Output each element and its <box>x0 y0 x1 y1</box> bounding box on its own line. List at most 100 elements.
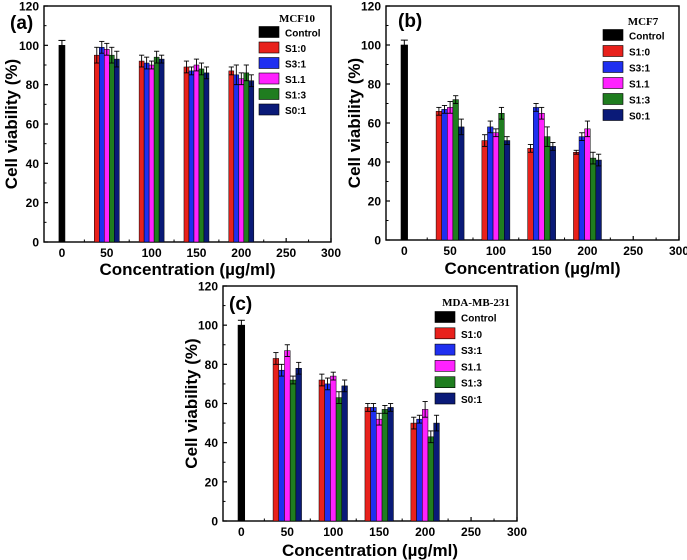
y-axis-label: Cell viability (%) <box>2 59 21 189</box>
bar-S1-3-200 <box>243 72 250 243</box>
x-tick-label: 200 <box>231 246 251 260</box>
chart-title: MDA-MB-231 <box>442 297 510 309</box>
bar-S1-0-50 <box>435 111 442 241</box>
legend-label: S3:1 <box>629 64 651 75</box>
panel-c: 0 20 40 60 80 100 120 0 50 100 150 200 250 300 Cell vi… <box>182 280 527 560</box>
x-tick-label: 50 <box>281 525 295 539</box>
bar-S1-1-50 <box>104 49 110 243</box>
legend-label: Control <box>629 32 665 43</box>
y-tick-label: 60 <box>368 117 382 131</box>
chart-title: MCF10 <box>279 13 316 25</box>
bar-control <box>237 324 246 522</box>
legend-swatch <box>602 29 624 41</box>
x-tick-label: 100 <box>486 244 506 258</box>
bar-S3-1-50 <box>441 109 448 241</box>
legend-swatch <box>258 41 280 54</box>
bar-S1-1-150 <box>193 64 200 243</box>
legend-label: S0:1 <box>285 106 307 117</box>
x-tick-label: 150 <box>186 246 206 260</box>
bar-S1-3-150 <box>544 136 551 241</box>
legend-swatch <box>602 93 624 105</box>
x-tick-label: 150 <box>532 244 552 258</box>
legend-label: S0:1 <box>629 112 651 123</box>
bar-S1-1-200 <box>584 128 591 241</box>
bar-S0-1-50 <box>458 126 465 241</box>
legend-label: Control <box>461 314 497 325</box>
y-tick-label: 100 <box>361 39 381 53</box>
bar-S3-1-200 <box>578 136 585 241</box>
x-axis-label: Concentration (µg/ml) <box>282 541 458 560</box>
legend-label: Control <box>285 29 321 40</box>
legend-label: S1:0 <box>629 48 651 59</box>
bar-S0-1-150 <box>549 146 556 241</box>
y-tick-label: 60 <box>205 397 219 411</box>
x-tick-label: 150 <box>369 525 389 539</box>
bar-S3-1-100 <box>487 126 494 241</box>
legend-label: S1.1 <box>285 75 306 86</box>
bar-S1-0-100 <box>138 60 145 243</box>
panel-b: 0 20 40 60 80 100 120 0 50 100 150 200 250 300 Cell vi… <box>345 0 687 278</box>
legend-swatch <box>434 327 456 340</box>
bar-S0-1-100 <box>504 140 511 241</box>
y-tick-label: 20 <box>26 196 40 210</box>
y-tick-label: 60 <box>26 118 40 132</box>
y-tick-label: 120 <box>198 280 218 294</box>
legend-swatch <box>434 392 456 405</box>
bar-S3-1-50 <box>99 47 105 243</box>
legend-swatch <box>258 103 280 116</box>
legend-swatch <box>602 61 624 73</box>
bar-S1-1-50 <box>447 107 454 241</box>
x-tick-label: 0 <box>401 244 408 258</box>
bar-control <box>400 44 408 241</box>
legend-label: S1.1 <box>629 80 650 91</box>
legend-swatch <box>602 109 624 121</box>
bar-S3-1-200 <box>233 74 240 243</box>
y-tick-label: 20 <box>205 475 219 489</box>
bar-S1-3-100 <box>498 113 505 241</box>
legend-label: S1.1 <box>461 362 482 373</box>
bar-S1-0-50 <box>272 358 280 522</box>
bar-S3-1-150 <box>370 407 377 522</box>
bar-S1-3-150 <box>198 68 205 243</box>
legend-swatch <box>602 45 624 57</box>
y-tick-label: 40 <box>368 156 382 170</box>
y-axis-label: Cell viability (%) <box>345 58 364 188</box>
bar-S1-1-100 <box>492 132 499 241</box>
bar-S3-1-50 <box>278 369 285 522</box>
y-tick-label: 0 <box>374 234 381 248</box>
legend-swatch <box>434 311 456 323</box>
legend-swatch <box>258 88 280 100</box>
bar-S1-3-50 <box>109 54 115 243</box>
y-tick-label: 80 <box>368 78 382 92</box>
legend-swatch <box>434 360 456 372</box>
bar-S1-3-200 <box>427 436 434 522</box>
x-tick-label: 100 <box>323 525 343 539</box>
bar-S1-3-50 <box>289 379 297 522</box>
x-axis-label: Concentration (µg/ml) <box>99 260 275 279</box>
panel-a: 0 20 40 60 80 100 120 0 50 100 150 200 250 300 Cell vi… <box>2 0 341 279</box>
bar-S1-1-150 <box>376 418 383 522</box>
bar-S0-1-200 <box>595 159 602 241</box>
legend-swatch <box>434 376 456 389</box>
bar-S1-1-100 <box>330 375 337 522</box>
legend-label: S3:1 <box>461 346 483 357</box>
bar-S1-1-100 <box>148 64 155 243</box>
x-tick-label: 0 <box>238 525 245 539</box>
bar-S0-1-150 <box>203 72 210 243</box>
legend-label: S3:1 <box>285 60 307 71</box>
bar-S1-0-200 <box>410 422 417 522</box>
bar-S3-1-200 <box>416 418 423 522</box>
y-axis-label: Cell viability (%) <box>182 338 201 468</box>
bar-S1-0-150 <box>183 66 190 243</box>
legend-swatch <box>434 343 456 356</box>
bar-S1-0-200 <box>228 70 235 243</box>
x-tick-label: 200 <box>415 525 435 539</box>
panel-label: (b) <box>398 11 422 32</box>
bar-S1-0-150 <box>364 407 371 522</box>
legend-label: S1:0 <box>461 330 483 341</box>
bar-S1-3-150 <box>381 409 388 522</box>
x-tick-label: 300 <box>321 246 341 260</box>
legend-label: S1:0 <box>285 44 307 55</box>
x-tick-label: 50 <box>100 246 114 260</box>
bar-S0-1-100 <box>341 385 348 522</box>
